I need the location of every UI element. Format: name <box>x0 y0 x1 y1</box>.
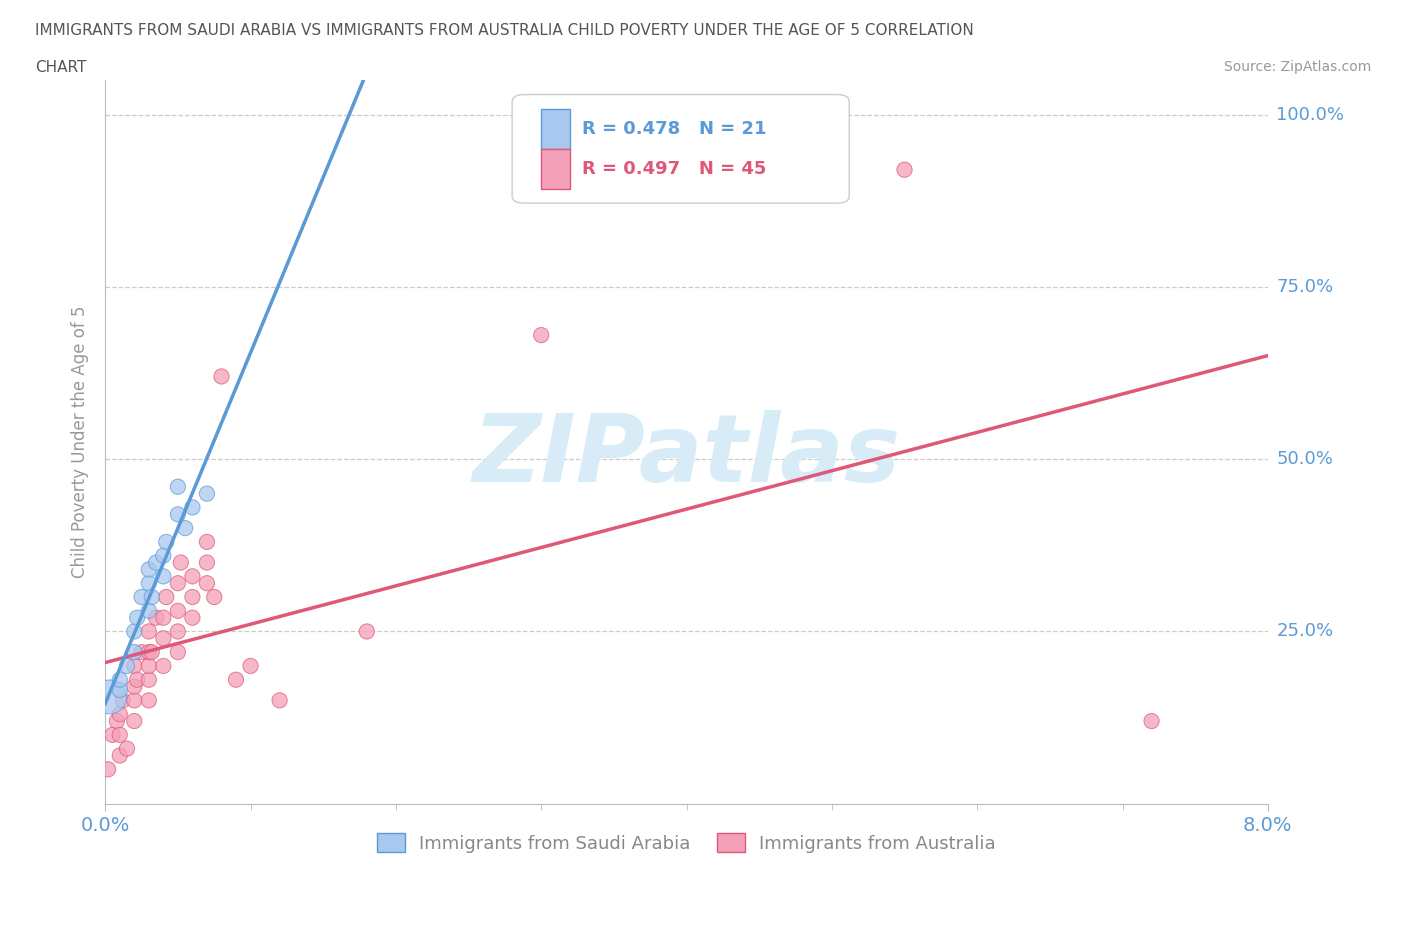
Point <box>195 486 218 501</box>
Point <box>145 610 167 625</box>
Bar <box>541 109 571 149</box>
Point <box>152 569 174 584</box>
Point <box>152 658 174 673</box>
Point <box>108 683 131 698</box>
Point <box>167 604 190 618</box>
Point <box>155 590 177 604</box>
Text: CHART: CHART <box>35 60 87 75</box>
Point <box>111 693 134 708</box>
Point <box>225 672 247 687</box>
Text: 75.0%: 75.0% <box>1277 278 1333 296</box>
Point <box>141 644 163 659</box>
Point <box>138 562 160 577</box>
Point <box>211 369 233 384</box>
Point <box>124 679 146 694</box>
Point <box>195 555 218 570</box>
Legend: Immigrants from Saudi Arabia, Immigrants from Australia: Immigrants from Saudi Arabia, Immigrants… <box>370 826 1002 860</box>
Point <box>131 644 153 659</box>
Point <box>152 548 174 563</box>
Point <box>108 748 131 763</box>
Text: IMMIGRANTS FROM SAUDI ARABIA VS IMMIGRANTS FROM AUSTRALIA CHILD POVERTY UNDER TH: IMMIGRANTS FROM SAUDI ARABIA VS IMMIGRAN… <box>35 23 974 38</box>
Point <box>167 644 190 659</box>
Point <box>127 610 149 625</box>
Text: 25.0%: 25.0% <box>1277 622 1333 641</box>
Point <box>138 644 160 659</box>
Point <box>1140 713 1163 728</box>
Point <box>97 762 120 777</box>
Text: 100.0%: 100.0% <box>1277 106 1344 124</box>
Point <box>124 658 146 673</box>
Point <box>155 535 177 550</box>
Point <box>195 535 218 550</box>
Point <box>145 555 167 570</box>
Point <box>138 604 160 618</box>
Point <box>170 555 193 570</box>
Point <box>101 727 124 742</box>
Point <box>141 590 163 604</box>
Point <box>181 610 204 625</box>
Point <box>356 624 378 639</box>
FancyBboxPatch shape <box>512 95 849 203</box>
Point <box>167 479 190 494</box>
Point <box>138 672 160 687</box>
Point <box>174 521 197 536</box>
Point <box>124 713 146 728</box>
Point <box>152 610 174 625</box>
Point <box>138 576 160 591</box>
Point <box>167 576 190 591</box>
Point <box>530 327 553 342</box>
Point <box>893 162 915 177</box>
Point <box>167 507 190 522</box>
Point <box>124 624 146 639</box>
Text: R = 0.478   N = 21: R = 0.478 N = 21 <box>582 120 766 139</box>
Point <box>181 590 204 604</box>
Text: Source: ZipAtlas.com: Source: ZipAtlas.com <box>1223 60 1371 74</box>
Point <box>195 576 218 591</box>
Point <box>131 590 153 604</box>
Text: ZIPatlas: ZIPatlas <box>472 410 901 502</box>
Point <box>127 672 149 687</box>
Point <box>167 624 190 639</box>
Point <box>108 727 131 742</box>
Point <box>138 624 160 639</box>
Point <box>115 741 138 756</box>
Y-axis label: Child Poverty Under the Age of 5: Child Poverty Under the Age of 5 <box>72 306 89 578</box>
Point <box>239 658 262 673</box>
Bar <box>541 149 571 189</box>
Point <box>181 569 204 584</box>
Point <box>108 707 131 722</box>
Point <box>105 713 128 728</box>
Point <box>108 672 131 687</box>
Point <box>98 689 121 704</box>
Point <box>124 693 146 708</box>
Point <box>124 644 146 659</box>
Text: 50.0%: 50.0% <box>1277 450 1333 468</box>
Point <box>138 693 160 708</box>
Point <box>269 693 291 708</box>
Point <box>115 658 138 673</box>
Text: R = 0.497   N = 45: R = 0.497 N = 45 <box>582 160 766 179</box>
Point <box>181 500 204 515</box>
Point <box>152 631 174 645</box>
Point <box>202 590 225 604</box>
Point <box>138 658 160 673</box>
